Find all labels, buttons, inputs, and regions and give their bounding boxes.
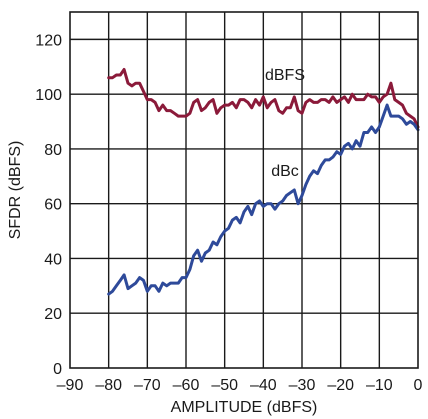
y-tick-label: 120	[35, 32, 62, 49]
series-line-dbc	[107, 103, 420, 296]
plot-frame	[69, 11, 419, 369]
series-lines	[107, 68, 420, 296]
y-tick-label: 100	[35, 87, 62, 104]
x-tick-label: –60	[173, 377, 200, 394]
x-tick-label: –70	[134, 377, 161, 394]
y-tick-label: 0	[53, 361, 62, 378]
x-tick-label: –40	[250, 377, 277, 394]
y-tick-label: 40	[44, 251, 62, 268]
series-label-dbc: dBc	[271, 163, 299, 180]
x-tick-label: –10	[366, 377, 393, 394]
series-line-dbfs	[107, 68, 420, 129]
y-tick-label: 20	[44, 306, 62, 323]
grid-lines	[70, 12, 418, 368]
x-tick-label: –30	[289, 377, 316, 394]
x-tick-label: –50	[211, 377, 238, 394]
y-tick-label: 80	[44, 142, 62, 159]
y-axis-label: SFDR (dBFS)	[7, 141, 24, 240]
y-tick-labels: 0 20 40 60 80 100 120	[35, 32, 62, 378]
series-label-dbfs: dBFS	[265, 67, 305, 84]
x-tick-labels: –90 –80 –70 –60 –50 –40 –30 –20 –10 0	[57, 377, 423, 394]
x-tick-label: –20	[327, 377, 354, 394]
x-tick-label: –90	[57, 377, 84, 394]
x-tick-label: 0	[414, 377, 423, 394]
y-tick-label: 60	[44, 197, 62, 214]
x-axis-label: AMPLITUDE (dBFS)	[171, 399, 318, 416]
x-tick-label: –80	[95, 377, 122, 394]
